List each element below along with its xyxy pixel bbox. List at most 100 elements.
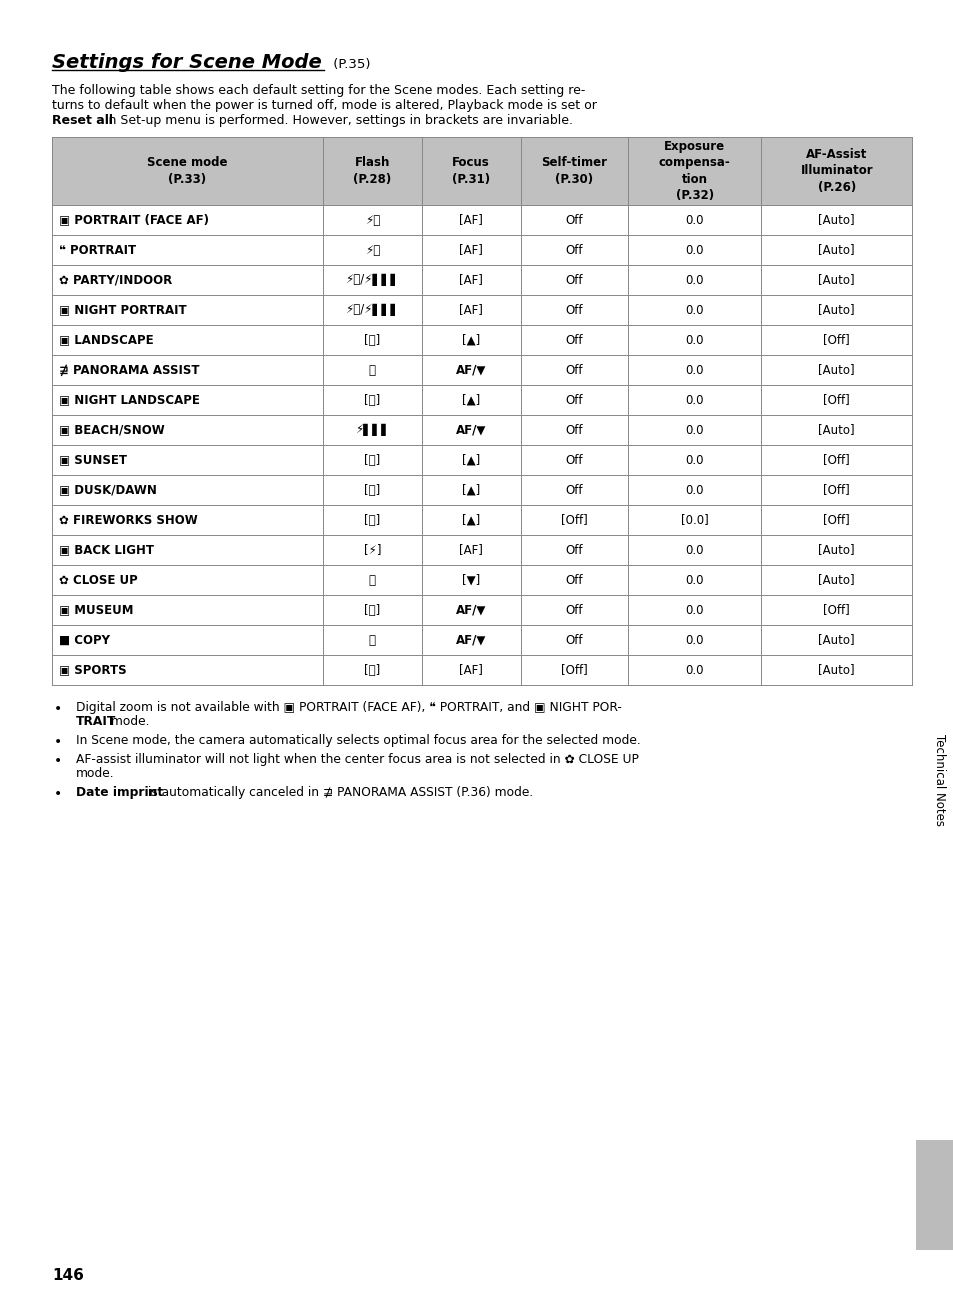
Text: is automatically canceled in ⋣ PANORAMA ASSIST (P.36) mode.: is automatically canceled in ⋣ PANORAMA … xyxy=(144,786,533,799)
Text: 0.0: 0.0 xyxy=(685,243,703,256)
Text: Off: Off xyxy=(565,273,582,286)
Text: TRAIT: TRAIT xyxy=(76,715,116,728)
Text: Off: Off xyxy=(565,334,582,347)
Text: ✿ FIREWORKS SHOW: ✿ FIREWORKS SHOW xyxy=(59,514,197,527)
Text: Reset all: Reset all xyxy=(52,114,112,127)
Text: ⚡Ⓢ: ⚡Ⓢ xyxy=(364,213,379,226)
Bar xyxy=(52,235,911,265)
Bar xyxy=(52,205,911,235)
Text: Off: Off xyxy=(565,603,582,616)
Text: 0.0: 0.0 xyxy=(685,664,703,677)
Text: [Off]: [Off] xyxy=(822,334,849,347)
Text: [Auto]: [Auto] xyxy=(818,273,854,286)
Text: Off: Off xyxy=(565,304,582,317)
Text: [Ⓢ]: [Ⓢ] xyxy=(364,664,380,677)
Text: [AF]: [AF] xyxy=(458,243,482,256)
Text: In Scene mode, the camera automatically selects optimal focus area for the selec: In Scene mode, the camera automatically … xyxy=(76,735,640,746)
Text: [Auto]: [Auto] xyxy=(818,304,854,317)
Text: Focus
(P.31): Focus (P.31) xyxy=(452,156,490,185)
Text: [Ⓢ]: [Ⓢ] xyxy=(364,334,380,347)
Bar xyxy=(52,654,911,685)
Text: 0.0: 0.0 xyxy=(685,573,703,586)
Bar xyxy=(52,385,911,415)
Text: •: • xyxy=(54,702,62,716)
Text: Off: Off xyxy=(565,364,582,377)
Text: Ⓢ: Ⓢ xyxy=(369,364,375,377)
Text: [Off]: [Off] xyxy=(822,484,849,497)
Bar xyxy=(915,1141,953,1250)
Text: [▲]: [▲] xyxy=(461,514,480,527)
Text: AF-Assist
Illuminator
(P.26): AF-Assist Illuminator (P.26) xyxy=(800,148,872,194)
Text: AF-assist illuminator will not light when the center focus area is not selected : AF-assist illuminator will not light whe… xyxy=(76,753,639,766)
Text: 0.0: 0.0 xyxy=(685,544,703,557)
Text: [Off]: [Off] xyxy=(560,664,587,677)
Text: [0.0]: [0.0] xyxy=(680,514,708,527)
Text: ▣ SPORTS: ▣ SPORTS xyxy=(59,664,127,677)
Text: ❝ PORTRAIT: ❝ PORTRAIT xyxy=(59,243,136,256)
Text: [AF]: [AF] xyxy=(458,304,482,317)
Text: [▲]: [▲] xyxy=(461,334,480,347)
Bar xyxy=(52,505,911,535)
Text: [Ⓢ]: [Ⓢ] xyxy=(364,393,380,406)
Text: Off: Off xyxy=(565,453,582,466)
Text: 0.0: 0.0 xyxy=(685,453,703,466)
Text: [AF]: [AF] xyxy=(458,213,482,226)
Text: [Ⓢ]: [Ⓢ] xyxy=(364,603,380,616)
Text: [Auto]: [Auto] xyxy=(818,213,854,226)
Text: 0.0: 0.0 xyxy=(685,633,703,646)
Text: 0.0: 0.0 xyxy=(685,603,703,616)
Text: AF/▼: AF/▼ xyxy=(456,603,486,616)
Text: Off: Off xyxy=(565,633,582,646)
Text: Self-timer
(P.30): Self-timer (P.30) xyxy=(541,156,607,185)
Text: Settings for Scene Mode: Settings for Scene Mode xyxy=(52,53,321,72)
Text: Off: Off xyxy=(565,213,582,226)
Bar xyxy=(52,415,911,445)
Text: mode.: mode. xyxy=(76,767,114,781)
Text: [Auto]: [Auto] xyxy=(818,573,854,586)
Text: [▼]: [▼] xyxy=(461,573,480,586)
Text: 146: 146 xyxy=(52,1268,84,1282)
Text: ▣ LANDSCAPE: ▣ LANDSCAPE xyxy=(59,334,153,347)
Text: [Off]: [Off] xyxy=(822,603,849,616)
Text: Off: Off xyxy=(565,573,582,586)
Text: [Auto]: [Auto] xyxy=(818,243,854,256)
Text: AF/▼: AF/▼ xyxy=(456,633,486,646)
Text: [⚡]: [⚡] xyxy=(363,544,380,557)
Text: [▲]: [▲] xyxy=(461,453,480,466)
Bar xyxy=(52,565,911,595)
Text: ▣ DUSK/DAWN: ▣ DUSK/DAWN xyxy=(59,484,156,497)
Text: [AF]: [AF] xyxy=(458,544,482,557)
Text: ▣ NIGHT PORTRAIT: ▣ NIGHT PORTRAIT xyxy=(59,304,187,317)
Text: Technical Notes: Technical Notes xyxy=(933,735,945,827)
Text: •: • xyxy=(54,754,62,767)
Text: [Ⓢ]: [Ⓢ] xyxy=(364,453,380,466)
Text: [▲]: [▲] xyxy=(461,484,480,497)
Text: Off: Off xyxy=(565,393,582,406)
Text: ■ COPY: ■ COPY xyxy=(59,633,110,646)
Text: 0.0: 0.0 xyxy=(685,364,703,377)
Bar xyxy=(52,445,911,474)
Text: ✿ PARTY/INDOOR: ✿ PARTY/INDOOR xyxy=(59,273,172,286)
Text: [Off]: [Off] xyxy=(822,514,849,527)
Text: ⚡Ⓢ: ⚡Ⓢ xyxy=(364,243,379,256)
Text: [AF]: [AF] xyxy=(458,273,482,286)
Text: mode.: mode. xyxy=(107,715,150,728)
Text: (P.35): (P.35) xyxy=(329,58,370,71)
Text: [Ⓢ]: [Ⓢ] xyxy=(364,484,380,497)
Text: Date imprint: Date imprint xyxy=(76,786,163,799)
Text: •: • xyxy=(54,735,62,749)
Text: Off: Off xyxy=(565,243,582,256)
Text: [Auto]: [Auto] xyxy=(818,664,854,677)
Text: [Off]: [Off] xyxy=(822,393,849,406)
Text: 0.0: 0.0 xyxy=(685,484,703,497)
Text: ▣ MUSEUM: ▣ MUSEUM xyxy=(59,603,133,616)
Bar xyxy=(52,625,911,654)
Text: ⚡Ⓢ/⚡▌▌▌: ⚡Ⓢ/⚡▌▌▌ xyxy=(345,304,399,317)
Text: 0.0: 0.0 xyxy=(685,423,703,436)
Text: ▣ BEACH/SNOW: ▣ BEACH/SNOW xyxy=(59,423,165,436)
Text: 0.0: 0.0 xyxy=(685,334,703,347)
Bar xyxy=(52,325,911,355)
Text: ▣ BACK LIGHT: ▣ BACK LIGHT xyxy=(59,544,153,557)
Text: [Off]: [Off] xyxy=(822,453,849,466)
Text: 0.0: 0.0 xyxy=(685,213,703,226)
